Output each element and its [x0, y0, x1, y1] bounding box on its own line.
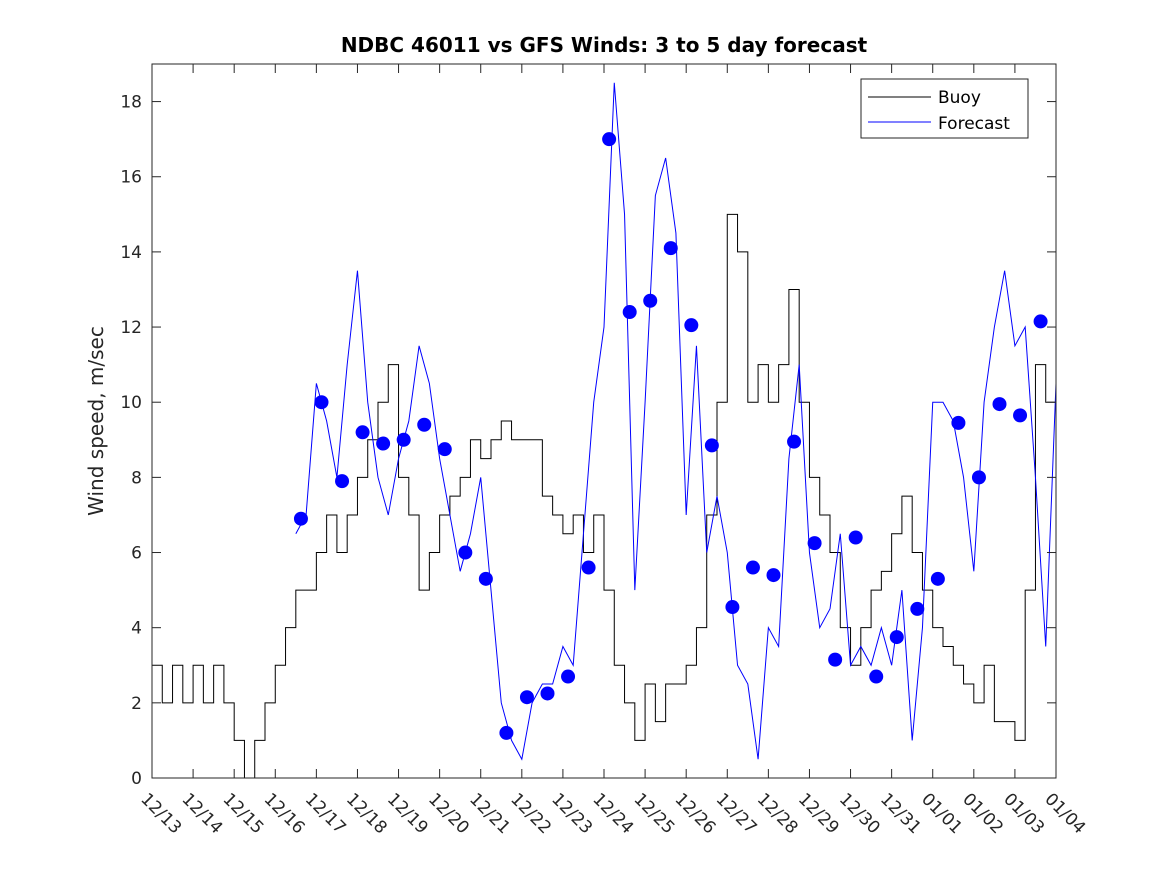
y-tick-label: 2 — [131, 694, 142, 714]
legend: Buoy Forecast — [860, 78, 1029, 139]
x-tick-label: 12/26 — [671, 789, 720, 838]
forecast-marker — [787, 434, 802, 449]
buoy-line — [152, 213, 1056, 778]
forecast-marker — [910, 601, 925, 616]
legend-buoy-label: Buoy — [938, 88, 981, 108]
x-tick-label: 12/29 — [794, 789, 843, 838]
forecast-marker — [622, 305, 637, 320]
y-tick-label: 4 — [131, 619, 142, 639]
forecast-marker — [684, 318, 699, 333]
y-tick-label: 8 — [131, 468, 142, 488]
axes-layer: 0 2 4 6 8 10 12 14 16 18 12/1312/1412/1512/1612/17… — [120, 63, 1089, 838]
x-tick-label: 12/23 — [547, 789, 596, 838]
forecast-marker — [828, 652, 843, 667]
x-tick-label: 12/21 — [465, 789, 514, 838]
y-tick-label: 12 — [120, 318, 142, 338]
forecast-marker — [869, 669, 884, 684]
forecast-marker — [396, 432, 411, 447]
forecast-marker — [1033, 314, 1048, 329]
forecast-marker — [540, 686, 555, 701]
forecast-marker — [889, 630, 904, 645]
x-tick-label: 12/19 — [383, 789, 432, 838]
forecast-marker — [437, 442, 452, 457]
forecast-line — [295, 82, 1057, 761]
y-tick-label: 18 — [120, 93, 142, 113]
forecast-marker — [376, 436, 391, 451]
x-tick-label: 12/25 — [630, 789, 679, 838]
x-tick-label: 12/17 — [301, 789, 350, 838]
x-tick-label: 01/03 — [999, 789, 1048, 838]
x-tick-label: 01/02 — [958, 789, 1007, 838]
forecast-marker — [930, 571, 945, 586]
x-tick-label: 12/31 — [876, 789, 925, 838]
forecast-marker — [951, 415, 966, 430]
forecast-marker — [293, 511, 308, 526]
x-tick-label: 12/15 — [219, 789, 268, 838]
y-tick-label: 14 — [120, 243, 142, 263]
x-tick-label: 12/22 — [506, 789, 555, 838]
forecast-marker — [807, 536, 822, 551]
forecast-marker — [848, 530, 863, 545]
forecast-marker — [335, 474, 350, 489]
forecast-marker — [1013, 408, 1028, 423]
legend-box — [860, 78, 1029, 139]
x-tick-label: 12/14 — [178, 789, 227, 838]
y-tick-label: 6 — [131, 544, 142, 564]
forecast-marker — [581, 560, 596, 575]
axes-box — [151, 63, 1057, 779]
forecast-marker — [663, 241, 678, 256]
x-tick-label: 12/20 — [424, 789, 473, 838]
forecast-marker — [992, 397, 1007, 412]
x-tick-label: 12/28 — [753, 789, 802, 838]
forecast-marker — [314, 395, 329, 410]
series-layer — [152, 82, 1057, 778]
y-tick-label: 0 — [131, 769, 142, 789]
y-tick-label: 16 — [120, 168, 142, 188]
forecast-marker — [458, 545, 473, 560]
x-tick-label: 12/24 — [588, 789, 637, 838]
forecast-marker — [561, 669, 576, 684]
forecast-marker — [971, 470, 986, 485]
y-tick-label: 10 — [120, 393, 142, 413]
x-tick-label: 01/01 — [917, 789, 966, 838]
forecast-marker — [519, 690, 534, 705]
forecast-marker — [355, 425, 370, 440]
forecast-marker — [499, 725, 514, 740]
x-tick-label: 01/04 — [1040, 789, 1089, 838]
legend-forecast-label: Forecast — [938, 114, 1010, 134]
y-axis-label: Wind speed, m/sec — [84, 326, 108, 516]
forecast-marker — [704, 438, 719, 453]
forecast-marker — [745, 560, 760, 575]
x-tick-label: 12/30 — [835, 789, 884, 838]
x-tick-label: 12/13 — [136, 789, 185, 838]
forecast-marker — [602, 132, 617, 147]
forecast-marker — [643, 293, 658, 308]
x-tick-label: 12/16 — [260, 789, 309, 838]
x-tick-label: 12/18 — [342, 789, 391, 838]
chart-title: NDBC 46011 vs GFS Winds: 3 to 5 day fore… — [341, 33, 868, 57]
forecast-marker — [766, 568, 781, 583]
forecast-marker — [478, 571, 493, 586]
forecast-marker — [725, 600, 740, 615]
forecast-marker — [417, 417, 432, 432]
x-tick-label: 12/27 — [712, 789, 761, 838]
